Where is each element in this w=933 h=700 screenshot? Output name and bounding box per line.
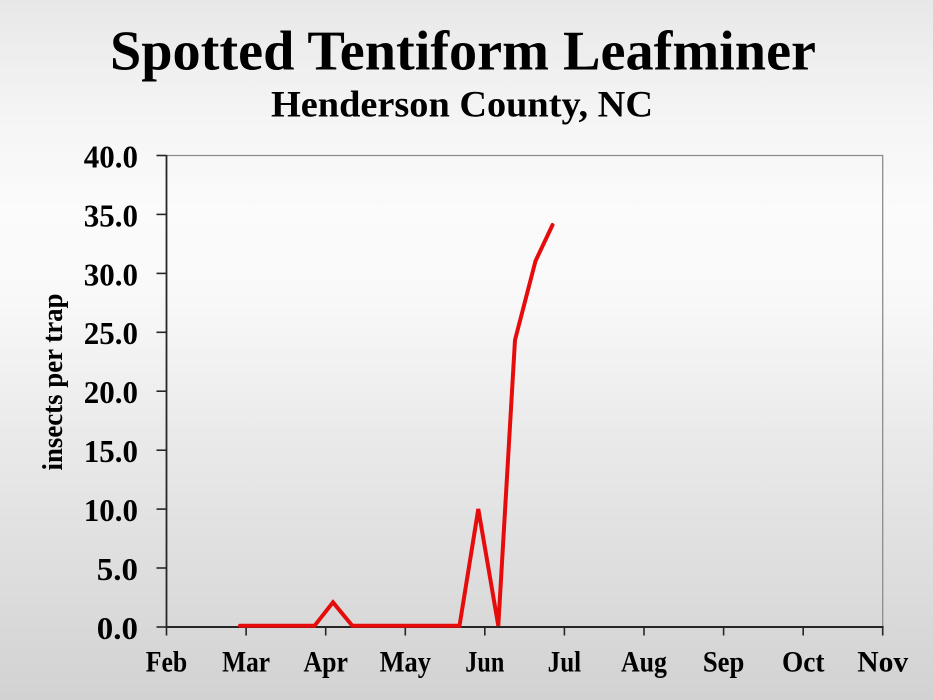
svg-text:Oct: Oct bbox=[782, 646, 825, 679]
svg-text:Feb: Feb bbox=[146, 646, 188, 679]
svg-text:Apr: Apr bbox=[303, 646, 348, 679]
svg-text:20.0: 20.0 bbox=[84, 375, 138, 410]
svg-text:25.0: 25.0 bbox=[84, 316, 138, 351]
svg-text:Spotted Tentiform Leafminer: Spotted Tentiform Leafminer bbox=[110, 21, 816, 83]
svg-text:Jun: Jun bbox=[465, 646, 504, 679]
svg-text:Aug: Aug bbox=[621, 646, 667, 679]
svg-text:15.0: 15.0 bbox=[84, 434, 138, 469]
svg-text:insects per trap: insects per trap bbox=[37, 294, 69, 471]
svg-text:0.0: 0.0 bbox=[97, 611, 138, 646]
svg-text:Jul: Jul bbox=[548, 646, 582, 679]
svg-text:40.0: 40.0 bbox=[84, 139, 138, 174]
svg-text:5.0: 5.0 bbox=[97, 552, 138, 587]
svg-text:Nov: Nov bbox=[857, 646, 908, 679]
svg-text:Sep: Sep bbox=[703, 646, 745, 679]
svg-text:30.0: 30.0 bbox=[84, 257, 138, 292]
svg-text:May: May bbox=[380, 646, 431, 679]
svg-text:35.0: 35.0 bbox=[84, 198, 138, 233]
svg-text:10.0: 10.0 bbox=[84, 493, 138, 528]
svg-text:Mar: Mar bbox=[222, 646, 270, 679]
svg-text:Henderson County, NC: Henderson County, NC bbox=[271, 85, 653, 126]
